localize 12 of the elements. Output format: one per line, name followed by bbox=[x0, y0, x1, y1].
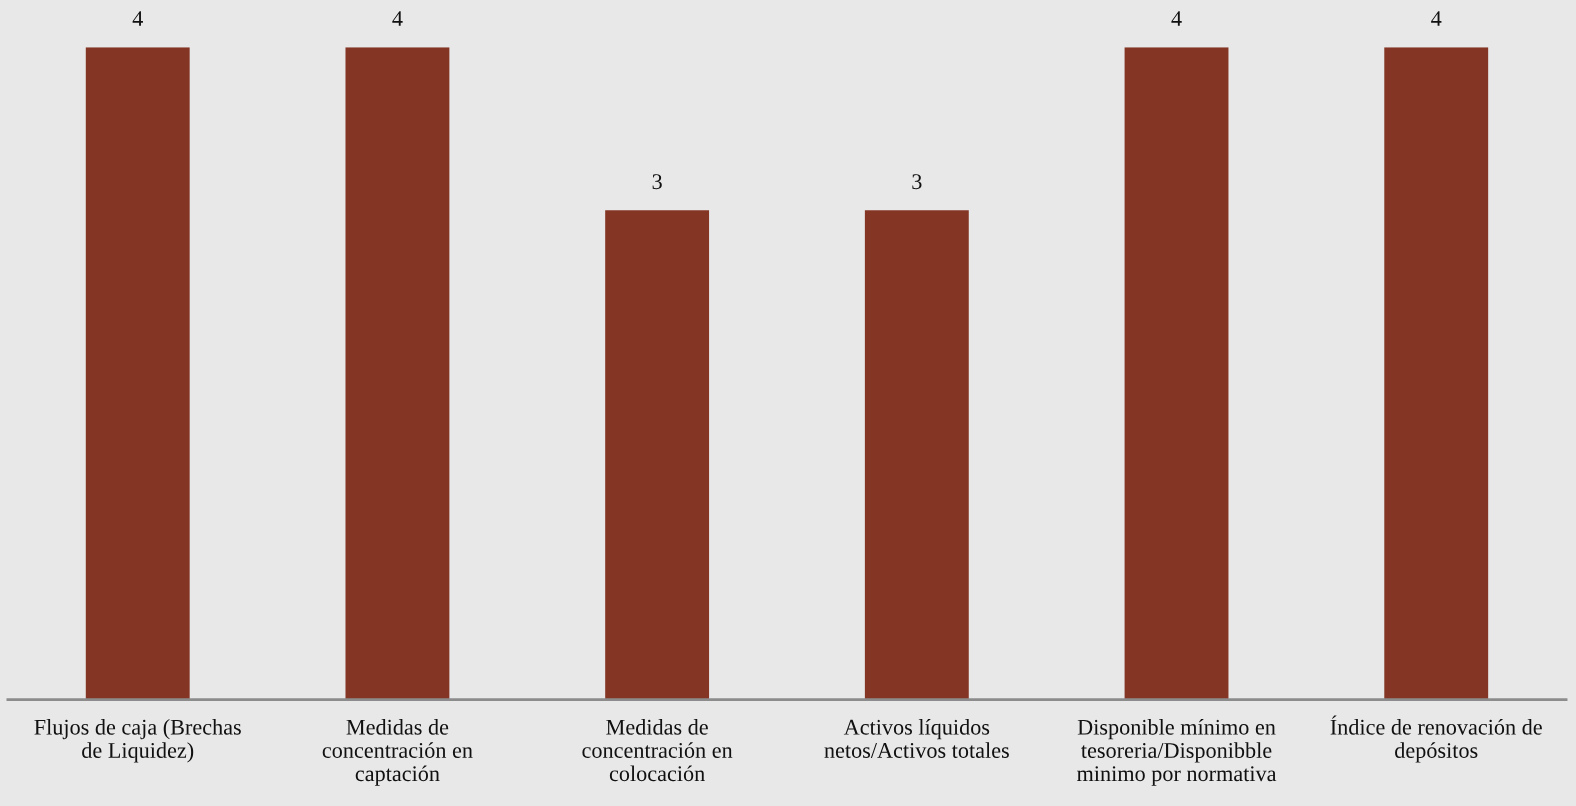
data-label: 3 bbox=[652, 174, 662, 190]
data-label: 4 bbox=[132, 11, 143, 26]
x-tick-label: Índice de renovación de depósitos bbox=[1330, 715, 1542, 763]
x-tick-label: Disponible mínimo en tesoreria/Disponibble minimo por normativa bbox=[1077, 719, 1277, 786]
data-label: 4 bbox=[1431, 11, 1442, 26]
x-tick-label: Flujos de caja (Brechas de Liquidez) bbox=[34, 719, 241, 763]
x-tick-label: Medidas de concentración en captación bbox=[322, 719, 473, 786]
data-label: 4 bbox=[392, 11, 403, 26]
x-tick-label: Medidas de concentración en colocación bbox=[582, 719, 733, 782]
data-label: 4 bbox=[1171, 11, 1182, 26]
x-tick-label: Activos líquidos netos/Activos totales bbox=[824, 719, 1009, 758]
data-label: 3 bbox=[912, 174, 922, 190]
